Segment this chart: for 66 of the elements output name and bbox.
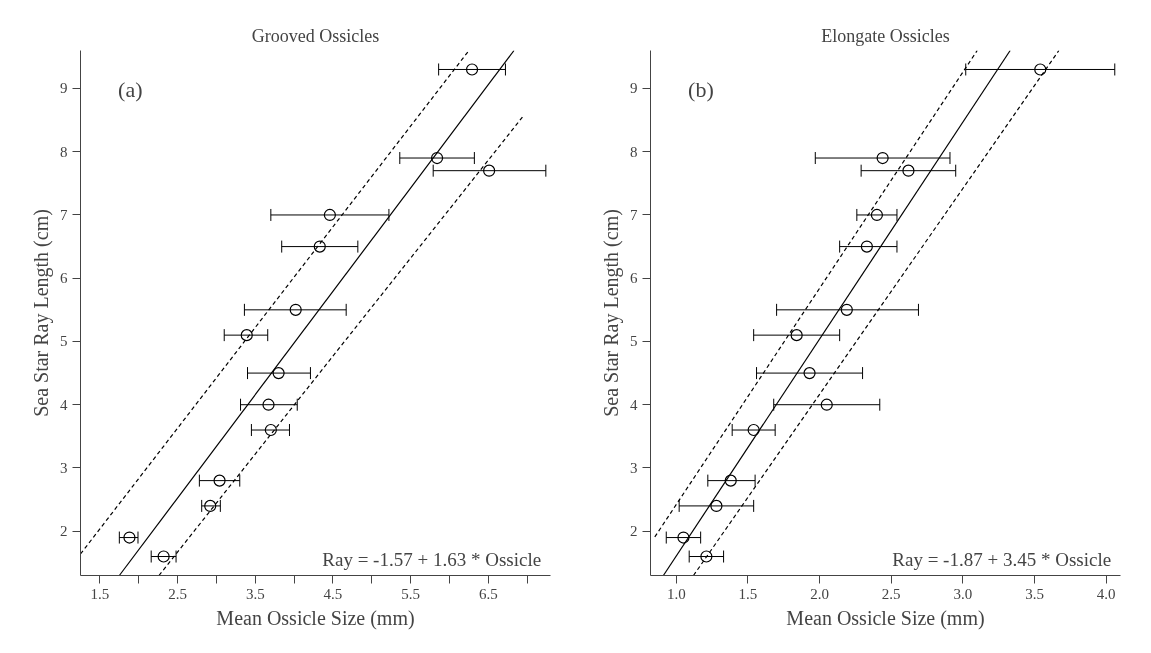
point (1034, 63, 1047, 76)
point (860, 240, 873, 253)
annotation: Ray = -1.87 + 3.45 * Ossicle (892, 549, 1112, 571)
x-tick-label: 1.5 (738, 585, 758, 602)
y-tick-label: 4 (630, 396, 638, 413)
x-tick-label: 2.5 (168, 585, 187, 602)
y-tick-label: 4 (60, 396, 68, 413)
point (262, 398, 275, 411)
x-tick-label: 2.0 (810, 585, 829, 602)
chart-title: Elongate Ossicles (821, 25, 950, 46)
y-tick-label: 3 (60, 459, 68, 476)
point (483, 164, 496, 177)
point (204, 499, 217, 513)
x-axis-title: Mean Ossicle Size (mm) (216, 606, 415, 630)
x-tick-label: 4.0 (1096, 585, 1116, 602)
point (323, 208, 336, 222)
y-tick-label: 9 (60, 80, 68, 97)
x-tick-label: 5.5 (401, 585, 421, 602)
point (272, 367, 285, 380)
y-tick-label: 7 (630, 206, 638, 223)
point (710, 499, 723, 513)
annotation: (a) (118, 76, 143, 102)
point (700, 550, 713, 563)
point (840, 303, 853, 316)
point (240, 329, 253, 342)
y-tick-label: 7 (60, 206, 68, 223)
y-tick-label: 2 (630, 523, 638, 540)
point (724, 474, 737, 487)
y-tick-label: 8 (630, 143, 638, 160)
point (213, 474, 226, 487)
y-tick-label: 6 (60, 270, 68, 287)
point (313, 240, 326, 253)
chart-title: Grooved Ossicles (251, 25, 380, 46)
annotation: (b) (688, 76, 714, 102)
y-axis-title: Sea Star Ray Length (cm) (600, 209, 623, 417)
point (157, 550, 170, 563)
point (870, 208, 883, 222)
y-tick-label: 6 (630, 270, 638, 287)
y-tick-label: 5 (630, 333, 638, 350)
point (820, 398, 833, 411)
x-tick-label: 3.5 (245, 585, 265, 602)
point (876, 151, 889, 165)
annotation: Ray = -1.57 + 1.63 * Ossicle (322, 549, 542, 571)
y-tick-label: 8 (60, 143, 68, 160)
y-tick-label: 9 (630, 80, 638, 97)
point (747, 423, 760, 437)
x-tick-label: 1.0 (666, 585, 686, 602)
point (790, 329, 803, 342)
point (289, 303, 302, 316)
x-tick-label: 2.5 (881, 585, 901, 602)
point (465, 63, 479, 76)
y-tick-label: 2 (60, 523, 68, 540)
point (677, 531, 690, 544)
y-tick-label: 5 (60, 333, 68, 350)
point (902, 164, 915, 177)
x-tick-label: 3.0 (953, 585, 973, 602)
y-tick-label: 3 (630, 459, 638, 476)
point (264, 423, 277, 437)
x-tick-label: 6.5 (478, 585, 498, 602)
point (430, 151, 444, 165)
x-tick-label: 3.5 (1025, 585, 1044, 602)
x-tick-label: 4.5 (323, 585, 343, 602)
x-tick-label: 1.5 (90, 585, 110, 602)
x-axis-title: Mean Ossicle Size (mm) (786, 606, 985, 630)
point (803, 367, 816, 380)
y-axis-title: Sea Star Ray Length (cm) (30, 209, 53, 417)
